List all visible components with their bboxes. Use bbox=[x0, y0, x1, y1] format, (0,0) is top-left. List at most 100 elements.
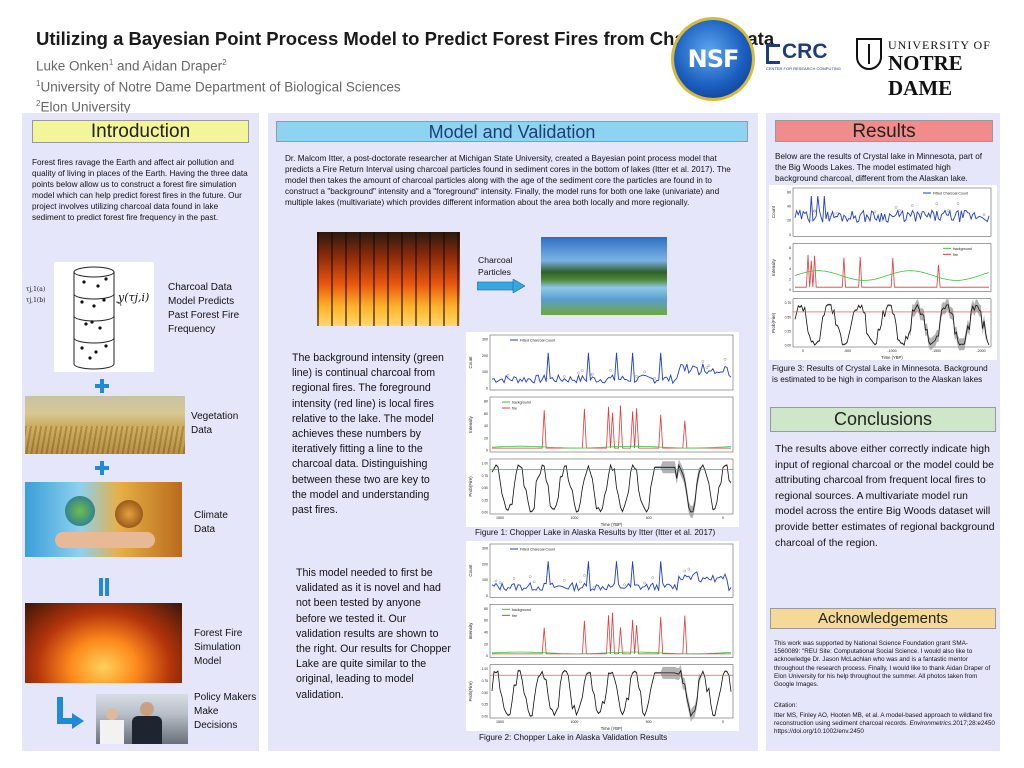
plus-icon bbox=[95, 379, 109, 393]
observed-count-point bbox=[813, 209, 816, 213]
count-ytick: 200 bbox=[482, 562, 488, 566]
observed-count-point bbox=[723, 358, 727, 361]
intensity-ytick: 60 bbox=[484, 619, 488, 623]
x-axis-label: Time (YBP) bbox=[601, 522, 623, 527]
earth-globe-icon bbox=[65, 496, 95, 526]
intro-item-charcoal: Charcoal Data Model Predicts Past Forest… bbox=[168, 282, 240, 335]
x-tick-label: -1000 bbox=[887, 349, 896, 353]
wildfire-photo bbox=[317, 232, 460, 326]
background-intensity-line bbox=[491, 445, 732, 449]
background-intensity-line bbox=[491, 651, 732, 655]
figure-1-chart: Count 0 100 200 300 Fitted Charcoal Count Inte… bbox=[466, 332, 739, 527]
figure-3-chart: Count 0 20 40 60 Fitted Charcoal Count Intensi… bbox=[769, 185, 997, 360]
intensity-ytick: 0 bbox=[486, 449, 488, 453]
intensity-ytick: 4 bbox=[789, 267, 791, 271]
figure-3-caption: Figure 3: Results of Crystal Lake in Min… bbox=[772, 364, 988, 384]
observed-count-point bbox=[832, 212, 836, 216]
intensity-panel: Intensity 0 2 4 6 8 background fire bbox=[771, 243, 992, 292]
x-tick-label: -1500 bbox=[932, 349, 941, 353]
author-line: Luke Onken1 and Aidan Draper2 bbox=[36, 54, 401, 75]
poster-title: Utilizing a Bayesian Point Process Model… bbox=[36, 28, 775, 49]
count-panel: Count 0 100 200 300 Fitted Charcoal Count bbox=[468, 543, 734, 598]
probability-ytick: 0.50 bbox=[482, 691, 489, 695]
x-axis-label: Time (YBP) bbox=[601, 726, 623, 731]
crc-logo-subtext: CENTER FOR RESEARCH COMPUTING bbox=[766, 66, 841, 71]
x-tick-label: 1000 bbox=[570, 516, 578, 520]
crc-logo: CRC CENTER FOR RESEARCH COMPUTING bbox=[766, 40, 841, 72]
count-ytick: 100 bbox=[482, 578, 488, 582]
conclusions-heading: Conclusions bbox=[770, 407, 996, 432]
crc-logo-text: CRC bbox=[782, 40, 828, 63]
intensity-ytick: 6 bbox=[789, 256, 791, 260]
observed-count-point bbox=[563, 578, 566, 582]
citation-label: Citation: bbox=[774, 702, 798, 709]
x-tick-label: 1000 bbox=[570, 720, 578, 724]
count-ytick: 300 bbox=[482, 547, 488, 551]
model-heading: Model and Validation bbox=[276, 121, 748, 142]
observed-count-point bbox=[506, 373, 510, 377]
x-axis-label: Time (YBP) bbox=[881, 355, 903, 360]
author-1-sup: 1 bbox=[108, 58, 114, 67]
observed-count-point bbox=[581, 369, 584, 372]
background-legend-label: background bbox=[512, 608, 531, 612]
affiliation-1: 1University of Notre Dame Department of … bbox=[36, 75, 401, 96]
probability-ytick: 1.00 bbox=[482, 462, 489, 466]
x-tick-label: 500 bbox=[646, 516, 652, 520]
count-legend-label: Fitted Charcoal Count bbox=[520, 548, 555, 552]
observed-count-point bbox=[707, 364, 711, 368]
intensity-ytick: 0 bbox=[486, 654, 488, 658]
notre-dame-logo: UNIVERSITY OF NOTRE DAME bbox=[856, 36, 1016, 100]
observed-count-point bbox=[898, 209, 901, 212]
x-tick-label: -500 bbox=[844, 349, 851, 353]
count-ytick: 100 bbox=[482, 370, 488, 374]
observed-count-point bbox=[894, 205, 898, 209]
intensity-ytick: 80 bbox=[484, 607, 488, 611]
nd-logo-line1: UNIVERSITY OF bbox=[888, 38, 991, 52]
count-ytick: 20 bbox=[787, 219, 791, 223]
probability-ytick: 0.75 bbox=[482, 679, 489, 683]
core-tau-labels: τj,1(a) τj,1(b) bbox=[26, 284, 45, 306]
aff-1-text: University of Notre Dame Department of B… bbox=[40, 79, 401, 94]
person-icon bbox=[106, 708, 118, 720]
background-legend-label: background bbox=[512, 401, 531, 405]
fire-intensity-line bbox=[795, 254, 989, 288]
background-intensity-line bbox=[794, 270, 990, 281]
observed-count-point bbox=[532, 580, 536, 584]
count-ytick: 60 bbox=[787, 191, 791, 195]
aff-2-sup: 2 bbox=[36, 99, 41, 108]
author-1: Luke Onken bbox=[36, 58, 109, 74]
count-ytick: 0 bbox=[486, 387, 488, 391]
x-tick-label: 0 bbox=[722, 720, 724, 724]
probability-panel: Prob(Fire) 0.00 0.25 0.50 0.75 1.00 bbox=[468, 458, 734, 518]
probability-ylabel: Prob(Fire) bbox=[468, 681, 473, 702]
intensity-ytick: 2 bbox=[789, 278, 791, 282]
intensity-panel: Intensity 0 20 40 60 80 background fire bbox=[468, 604, 734, 658]
forest-fire-photo bbox=[25, 603, 182, 683]
probability-ytick: 0.50 bbox=[482, 486, 489, 490]
observed-count-point bbox=[946, 209, 950, 212]
observed-count-point bbox=[623, 583, 626, 587]
nd-logo-line2: NOTRE DAME bbox=[888, 51, 963, 100]
intensity-ytick: 8 bbox=[789, 246, 791, 250]
figure-2-chart: Count 0 100 200 300 Fitted Charcoal Count Inte… bbox=[466, 541, 739, 731]
figure-1-caption: Figure 1: Chopper Lake in Alaska Results… bbox=[475, 528, 716, 537]
count-ylabel: Count bbox=[468, 356, 473, 369]
intensity-ytick: 20 bbox=[484, 436, 488, 440]
lake-photo bbox=[541, 237, 667, 315]
probability-ylabel: Prob(Fire) bbox=[771, 312, 776, 333]
probability-line bbox=[794, 303, 990, 346]
observed-count-point bbox=[935, 202, 939, 205]
x-tick-label: 1500 bbox=[496, 720, 504, 724]
x-tick-label: 500 bbox=[646, 720, 652, 724]
observed-count-point bbox=[494, 579, 498, 583]
observed-count-point bbox=[643, 581, 646, 585]
observed-count-point bbox=[643, 370, 646, 374]
count-legend-label: Fitted Charcoal Count bbox=[933, 192, 968, 196]
observed-count-point bbox=[498, 581, 502, 585]
observed-count-point bbox=[683, 569, 687, 573]
shield-icon bbox=[856, 38, 882, 70]
charcoal-particles-label: Charcoal Particles bbox=[478, 255, 513, 277]
probability-ytick: 0.75 bbox=[482, 474, 489, 478]
observed-count-point bbox=[653, 377, 656, 380]
observed-count-point bbox=[651, 576, 654, 579]
